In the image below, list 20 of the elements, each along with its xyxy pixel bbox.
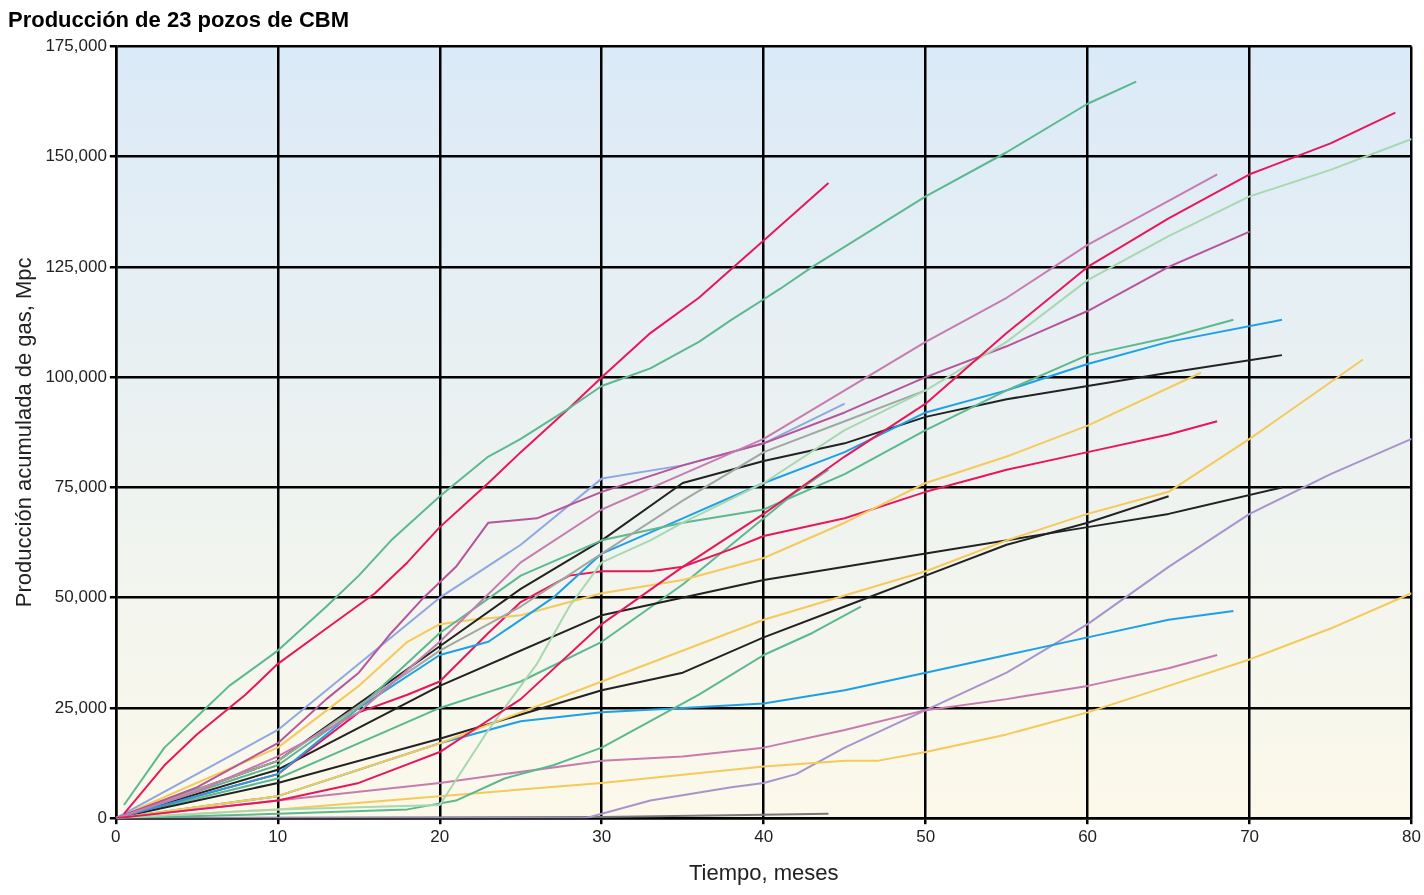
y-tick-label: 150,000	[45, 146, 107, 166]
x-tick-label: 80	[1402, 827, 1422, 847]
y-axis-title: Producción acumulada de gas, Mpc	[11, 257, 37, 608]
y-tick-label: 175,000	[45, 36, 107, 56]
y-tick-label: 100,000	[45, 366, 107, 386]
x-tick-label: 40	[754, 827, 774, 847]
y-tick-label: 50,000	[54, 587, 107, 607]
x-tick-label: 10	[268, 827, 288, 847]
chart-title: Producción de 23 pozos de CBM	[8, 7, 350, 33]
y-tick-label: 125,000	[45, 256, 107, 276]
x-tick-label: 50	[916, 827, 936, 847]
x-tick-label: 0	[111, 827, 121, 847]
y-tick-label: 25,000	[54, 697, 107, 717]
x-tick-label: 60	[1078, 827, 1098, 847]
y-tick-label: 75,000	[54, 477, 107, 497]
y-tick-label: 0	[97, 807, 107, 827]
x-tick-label: 20	[430, 827, 450, 847]
x-axis-title: Tiempo, meses	[688, 859, 839, 885]
x-tick-label: 30	[592, 827, 612, 847]
x-tick-label: 70	[1240, 827, 1260, 847]
